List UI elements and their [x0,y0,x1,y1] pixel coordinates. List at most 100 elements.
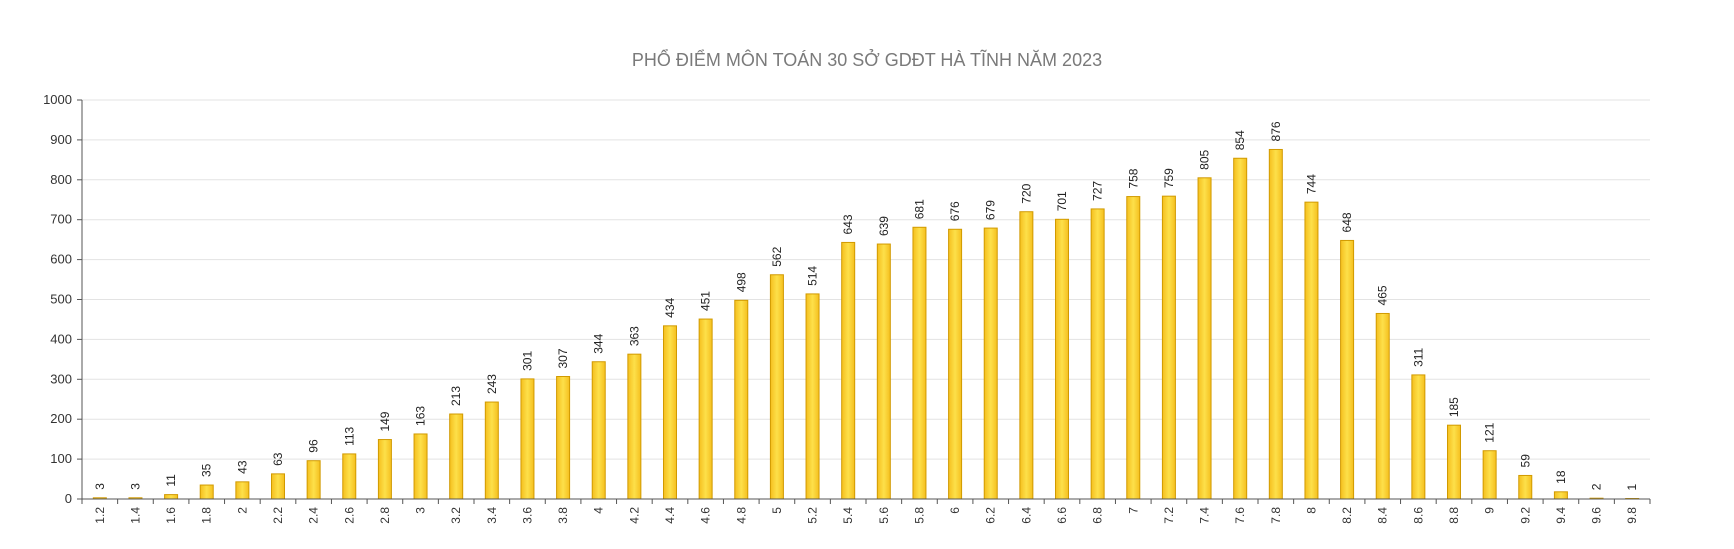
bar[interactable] [484,401,499,500]
bar[interactable] [1233,157,1248,500]
bar[interactable] [627,353,642,500]
bar[interactable] [413,433,428,500]
bar[interactable] [1482,450,1497,500]
data-label: 363 [627,326,641,346]
x-tick-label: 5.8 [912,507,926,524]
bar[interactable] [556,376,571,500]
data-label: 720 [1019,183,1033,203]
bar[interactable] [805,293,820,500]
bar[interactable] [342,453,357,500]
x-tick-label: 5.4 [841,507,855,524]
x-tick-label: 9.2 [1518,507,1532,524]
data-label: 3 [93,483,107,490]
bar[interactable] [1126,196,1141,500]
bar[interactable] [876,243,891,500]
bar[interactable] [983,227,998,500]
x-tick-label: 6 [948,507,962,514]
x-tick-label: 4.6 [699,507,713,524]
bar[interactable] [271,473,285,500]
x-axis: 1.2 1.4 1.6 1.8 2 2.2 2.4 2.6 2.8 3 3.2 3.4 3.6 3.8 4 4… [81,498,1651,524]
x-tick-label: 1.6 [164,507,178,524]
data-label: 163 [414,406,428,426]
bar[interactable] [199,484,214,500]
bar[interactable] [698,318,713,500]
data-label: 758 [1126,168,1140,188]
x-tick-label: 2.4 [307,507,321,524]
x-tick-label: 4 [592,507,606,514]
bar[interactable] [377,439,392,500]
y-tick-label: 900 [50,132,72,147]
data-label: 213 [449,386,463,406]
data-label: 805 [1198,149,1212,169]
bar[interactable] [1268,148,1283,500]
gridlines [82,99,1650,460]
x-tick-label: 1.2 [93,507,107,524]
x-tick-label: 7.8 [1269,507,1283,524]
bar[interactable] [591,361,606,500]
bar[interactable] [1090,208,1105,500]
y-tick-label: 400 [50,331,72,346]
x-tick-label: 5 [770,507,784,514]
bar[interactable] [841,241,856,500]
bar[interactable] [1340,239,1355,500]
y-tick-label: 600 [50,252,72,267]
x-tick-label: 3.4 [485,507,499,524]
bar[interactable] [1161,195,1176,500]
x-tick-label: 8.6 [1411,507,1425,524]
data-label: 679 [984,200,998,220]
x-tick-label: 5.6 [877,507,891,524]
bar[interactable] [769,274,784,500]
data-label: 759 [1162,168,1176,188]
data-label: 854 [1233,130,1247,150]
bar[interactable] [164,494,179,500]
bar[interactable] [520,378,535,500]
bar[interactable] [1304,201,1319,500]
data-label: 185 [1447,397,1461,417]
bar[interactable] [912,226,927,500]
data-label: 434 [663,297,677,317]
x-tick-label: 9.4 [1554,507,1568,524]
x-tick-label: 6.4 [1019,507,1033,524]
data-label: 727 [1091,181,1105,201]
bar[interactable] [1553,491,1568,500]
data-label: 676 [948,201,962,221]
bar[interactable] [1447,424,1461,500]
data-label: 301 [520,351,534,371]
x-tick-label: 9 [1483,507,1497,514]
bar[interactable] [235,481,250,500]
bars [92,148,1640,500]
bar[interactable] [1197,177,1212,500]
y-tick-label: 1000 [43,92,72,107]
bar[interactable] [449,413,464,500]
x-tick-label: 3.2 [449,507,463,524]
bar[interactable] [734,299,749,500]
y-axis: 0 100 200 300 400 500 600 700 800 900 1000 [43,92,83,506]
data-label: 562 [770,246,784,266]
x-tick-label: 3 [414,507,428,514]
x-tick-label: 1.8 [200,507,214,524]
bar[interactable] [1411,374,1426,500]
data-label: 465 [1376,285,1390,305]
x-tick-label: 4.8 [734,507,748,524]
data-label: 35 [200,463,214,477]
y-tick-label: 700 [50,212,72,227]
bar[interactable] [948,228,963,500]
bar[interactable] [1375,312,1390,500]
x-tick-label: 7 [1126,507,1140,514]
chart-title: PHỔ ĐIỂM MÔN TOÁN 30 SỞ GDĐT HÀ TĨNH NĂM… [632,49,1102,70]
x-tick-label: 2.8 [378,507,392,524]
bar[interactable] [1019,211,1034,500]
y-tick-label: 0 [65,491,72,506]
x-tick-label: 5.2 [806,507,820,524]
bar[interactable] [306,460,321,500]
bar[interactable] [663,325,677,500]
y-tick-label: 200 [50,411,72,426]
bar[interactable] [1055,218,1069,500]
data-label: 451 [699,291,713,311]
data-label: 344 [592,333,606,353]
bar[interactable] [1518,474,1533,500]
x-tick-label: 6.6 [1055,507,1069,524]
